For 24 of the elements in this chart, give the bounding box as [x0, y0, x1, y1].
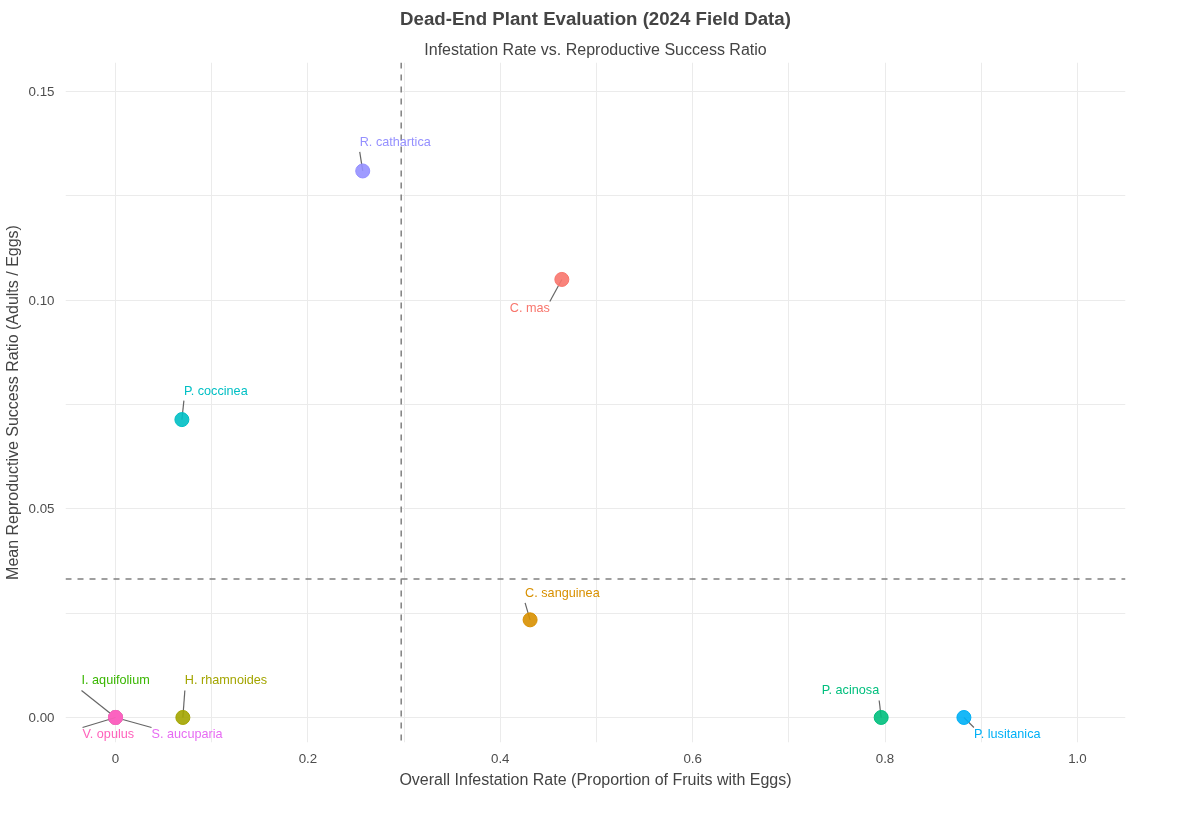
- x-axis-title: Overall Infestation Rate (Proportion of Fruits with Eggs): [399, 770, 792, 788]
- x-tick-label: 0: [111, 750, 120, 766]
- x-tick-label: 0.4: [491, 750, 511, 766]
- series-label: V. opulus: [82, 727, 135, 742]
- x-tick-label: 1.0: [1068, 750, 1087, 766]
- chart-subtitle: Infestation Rate vs. Reproductive Success Ratio: [424, 40, 767, 58]
- series-label: C. mas: [509, 301, 550, 316]
- series-label: P. lusitanica: [973, 727, 1042, 742]
- text: I. aquifolium: [81, 673, 150, 688]
- text: 0.00: [28, 709, 55, 725]
- x-tick-label: 0.2: [298, 750, 318, 766]
- series-label: P. coccinea: [183, 383, 249, 398]
- x-tick-label: 0.6: [683, 750, 702, 766]
- series-label: H. rhamnoides: [184, 673, 268, 688]
- y-axis-title: Mean Reproductive Success Ratio (Adults / Eggs): [3, 225, 21, 580]
- series-label: P. acinosa: [821, 683, 881, 698]
- y-tick-label: 0.10: [28, 292, 55, 308]
- series-label: C. sanguinea: [525, 585, 601, 600]
- y-tick-label: 0.15: [28, 84, 55, 100]
- y-tick-label: 0.05: [28, 501, 55, 517]
- text: S. aucuparia: [151, 727, 224, 742]
- chart-title: Dead-End Plant Evaluation (2024 Field Data): [400, 7, 791, 29]
- x-tick-label: 0.8: [875, 750, 895, 766]
- series-label: R. cathartica: [359, 134, 432, 149]
